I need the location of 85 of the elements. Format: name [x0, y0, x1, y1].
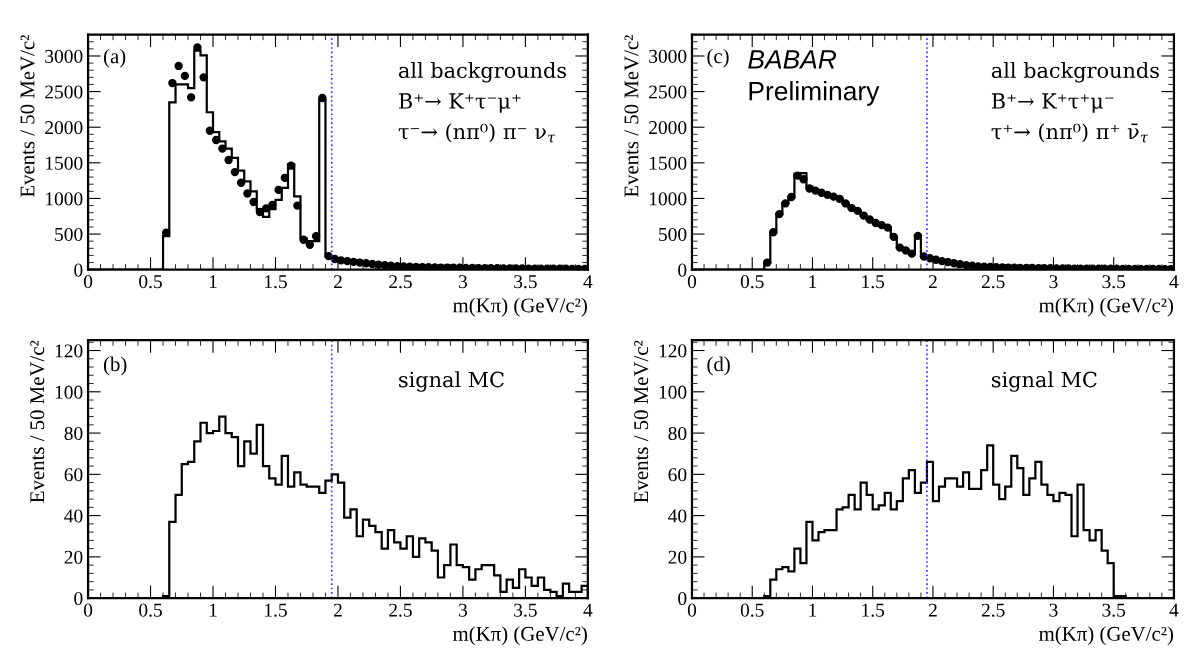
y-tick-label: 60 [64, 468, 83, 482]
y-tick-label: 2500 [45, 85, 83, 99]
annotation: all backgrounds [991, 61, 1159, 83]
y-tick-label: 120 [659, 344, 687, 358]
y-tick-label: 120 [55, 344, 83, 358]
y-tick-label: 2000 [45, 121, 83, 135]
x-tick-label: 4 [1169, 603, 1179, 617]
x-tick-label: 0.5 [740, 603, 764, 617]
x-tick-label: 1.5 [862, 275, 885, 289]
x-tick-label: 1 [209, 275, 217, 289]
y-axis-title: Events / 50 MeV/c² [20, 35, 35, 198]
y-tick-label: 500 [659, 227, 687, 242]
x-tick-label: 0 [83, 275, 93, 289]
y-axis-title: Events / 50 MeV/c² [634, 340, 649, 503]
y-tick-label: 1000 [649, 192, 687, 206]
x-tick-label: 3.5 [1102, 603, 1126, 617]
x-tick-label: 2.5 [981, 603, 1005, 617]
annotation: signal MC [991, 371, 1097, 392]
x-tick-label: 3 [458, 275, 468, 289]
x-tick-label: 4 [583, 603, 593, 617]
x-axis-title: m(Kπ) (GeV/c²) [1039, 297, 1174, 317]
annotation: (d) [707, 356, 730, 376]
x-tick-label: 2 [928, 275, 937, 289]
annotation: (b) [103, 356, 127, 376]
x-tick-label: 2.5 [389, 275, 412, 289]
y-tick-label: 20 [668, 550, 687, 564]
y-tick-label: 500 [55, 227, 83, 242]
y-tick-label: 0 [74, 263, 83, 277]
x-tick-label: 2.5 [981, 275, 1005, 289]
y-tick-label: 1500 [649, 156, 687, 170]
y-axis-title: Events / 50 MeV/c² [624, 35, 639, 198]
y-tick-label: 100 [659, 385, 687, 399]
y-tick-label: 3000 [45, 49, 83, 63]
y-tick-label: 1500 [46, 156, 83, 170]
annotation: signal MC [399, 371, 504, 392]
x-tick-label: 0.5 [139, 275, 162, 289]
x-tick-label: 1 [809, 275, 817, 289]
annotation: B⁺→ K⁺τ⁻μ⁺ [399, 93, 521, 113]
x-tick-label: 1 [809, 603, 817, 617]
x-tick-label: 2.5 [389, 603, 412, 617]
annotation: (c) [707, 48, 729, 68]
annotation: (a) [103, 48, 126, 68]
x-tick-label: 3 [1049, 603, 1058, 617]
x-tick-label: 0.5 [139, 603, 162, 617]
y-tick-label: 100 [55, 385, 83, 399]
x-tick-label: 2 [333, 603, 342, 617]
x-tick-label: 3 [458, 603, 468, 617]
x-tick-label: 1.5 [862, 603, 885, 617]
x-axis-title: m(Kπ) (GeV/c²) [452, 297, 587, 317]
y-axis-title: Events / 50 MeV/c² [30, 340, 45, 503]
x-axis-title: m(Kπ) (GeV/c²) [1039, 626, 1174, 646]
y-tick-label: 3000 [649, 49, 687, 63]
annotation: τ⁻→ (nπ⁰) π⁻ ν$_{τ}$ [398, 123, 556, 143]
y-tick-label: 40 [668, 509, 687, 523]
y-tick-label: 0 [678, 591, 687, 606]
y-tick-label: 0 [74, 591, 83, 606]
x-axis-title: m(Kπ) (GeV/c²) [452, 626, 587, 646]
text: BABAR Preliminary [748, 50, 880, 106]
y-tick-label: 80 [64, 426, 83, 441]
y-tick-label: 20 [64, 550, 83, 564]
y-tick-label: 2500 [649, 85, 687, 99]
x-tick-label: 4 [583, 275, 593, 289]
x-tick-label: 0 [687, 603, 697, 617]
x-tick-label: 3 [1049, 275, 1058, 289]
x-tick-label: 2 [333, 275, 342, 289]
x-tick-label: 1.5 [265, 603, 287, 617]
y-tick-label: 1000 [46, 192, 83, 206]
x-tick-label: 3.5 [514, 275, 537, 289]
x-tick-label: 3.5 [1102, 275, 1126, 289]
y-tick-label: 2000 [649, 121, 687, 135]
x-tick-label: 1 [209, 603, 217, 617]
x-tick-label: 1.5 [265, 275, 287, 289]
x-tick-label: 0 [83, 603, 93, 617]
x-tick-label: 0 [687, 275, 697, 289]
annotation: τ⁺→ (nπ⁰) π⁺ ν̄$_{τ}$ [991, 123, 1149, 143]
annotation: B⁺→ K⁺τ⁺μ⁻ [991, 93, 1114, 113]
x-tick-label: 3.5 [514, 603, 537, 617]
x-tick-label: 0.5 [740, 275, 764, 289]
y-tick-label: 40 [64, 509, 83, 523]
x-tick-label: 4 [1169, 275, 1179, 289]
y-tick-label: 80 [668, 426, 687, 441]
y-tick-label: 0 [678, 263, 687, 277]
annotation: all backgrounds [398, 61, 566, 83]
y-tick-label: 60 [668, 468, 687, 482]
x-tick-label: 2 [928, 603, 937, 617]
